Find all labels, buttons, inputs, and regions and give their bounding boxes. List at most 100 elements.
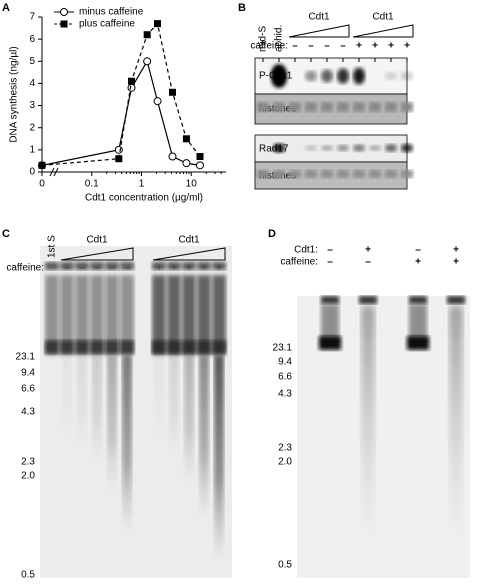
well: [409, 296, 427, 304]
y-tick-label: 1: [29, 144, 35, 155]
caffeine-mark: +: [372, 41, 378, 52]
group-label: Cdt1: [372, 12, 394, 23]
band: [407, 336, 429, 350]
size-marker: 2.0: [278, 457, 292, 468]
band: [305, 145, 317, 151]
band: [45, 340, 59, 354]
axis-break: [49, 167, 55, 177]
well: [90, 262, 104, 270]
y-tick-label: 0: [29, 167, 35, 178]
band: [105, 340, 119, 354]
well: [60, 262, 74, 270]
smear: [75, 275, 89, 355]
y-axis-label: DNA synthesis (ng/µl): [9, 46, 20, 142]
marker: [182, 135, 190, 143]
band: [337, 68, 349, 84]
cdt1-label: Cdt1:: [294, 245, 318, 256]
band: [60, 340, 74, 354]
size-marker: 4.3: [278, 389, 292, 400]
caffeine-mark: +: [356, 41, 362, 52]
marker: [195, 161, 204, 170]
smear: [152, 275, 166, 355]
caffeine-mark: –: [292, 41, 298, 52]
histone-band: [337, 170, 349, 178]
axis-break: [53, 167, 59, 177]
size-marker: 2.3: [21, 457, 35, 468]
histone-band: [289, 102, 301, 112]
cdt1-mark: +: [365, 245, 371, 256]
histone-band: [401, 102, 413, 112]
band: [120, 340, 134, 354]
smear: [77, 355, 87, 449]
triangle: [60, 247, 134, 261]
size-marker: 23.1: [273, 343, 293, 354]
size-marker: 0.5: [21, 570, 35, 581]
lane-label: 1st S: [47, 235, 58, 258]
band: [197, 340, 211, 354]
well: [447, 296, 465, 304]
marker: [154, 20, 162, 28]
band: [305, 70, 317, 82]
smear: [120, 275, 134, 355]
legend-label: minus caffeine: [79, 7, 144, 18]
legend-marker: [60, 8, 68, 16]
histone-band: [305, 170, 317, 178]
smear: [60, 275, 74, 355]
panel-label: A: [2, 2, 10, 14]
well: [45, 262, 59, 270]
band: [182, 340, 196, 354]
marker: [168, 88, 176, 96]
histone-band: [289, 170, 301, 178]
size-marker: 6.6: [21, 384, 35, 395]
triangle: [352, 24, 414, 38]
band: [353, 67, 365, 85]
legend-marker: [60, 20, 68, 28]
smear: [90, 275, 104, 355]
group-label: Cdt1: [86, 235, 108, 246]
band: [212, 340, 226, 354]
marker: [127, 83, 136, 92]
size-marker: 9.4: [21, 368, 35, 379]
marker: [196, 153, 204, 160]
marker: [38, 161, 46, 169]
well: [152, 262, 166, 270]
band: [167, 340, 181, 354]
smear: [167, 275, 181, 355]
x-tick-label: 1: [139, 179, 145, 190]
smear: [154, 355, 164, 442]
smear: [107, 355, 117, 491]
marker: [182, 159, 191, 168]
size-marker: 2.3: [278, 443, 292, 454]
x-tick-label: 0: [39, 179, 45, 190]
marker: [143, 57, 152, 66]
band: [321, 69, 333, 83]
caffeine-mark: +: [415, 257, 421, 268]
histone-band: [273, 170, 285, 178]
band: [271, 64, 287, 88]
smear: [361, 306, 375, 546]
band: [401, 143, 413, 153]
histone-band: [385, 102, 397, 112]
well: [120, 262, 134, 270]
y-tick-label: 3: [29, 100, 35, 111]
band: [319, 336, 341, 350]
histone-band: [401, 170, 413, 178]
marker: [128, 77, 136, 85]
y-tick-label: 6: [29, 34, 35, 45]
well: [359, 296, 377, 304]
marker: [143, 31, 151, 39]
marker: [153, 97, 162, 106]
band: [385, 144, 397, 152]
smear: [45, 275, 59, 355]
cdt1-mark: –: [327, 245, 333, 256]
smear: [409, 304, 427, 344]
histone-band: [353, 170, 365, 178]
y-tick-label: 4: [29, 78, 35, 89]
caffeine-mark: –: [365, 257, 371, 268]
histone-band: [369, 170, 381, 178]
cdt1-mark: –: [415, 245, 421, 256]
y-tick-label: 2: [29, 122, 35, 133]
group-label: Cdt1: [178, 235, 200, 246]
caffeine-label: caffeine:: [6, 263, 44, 274]
